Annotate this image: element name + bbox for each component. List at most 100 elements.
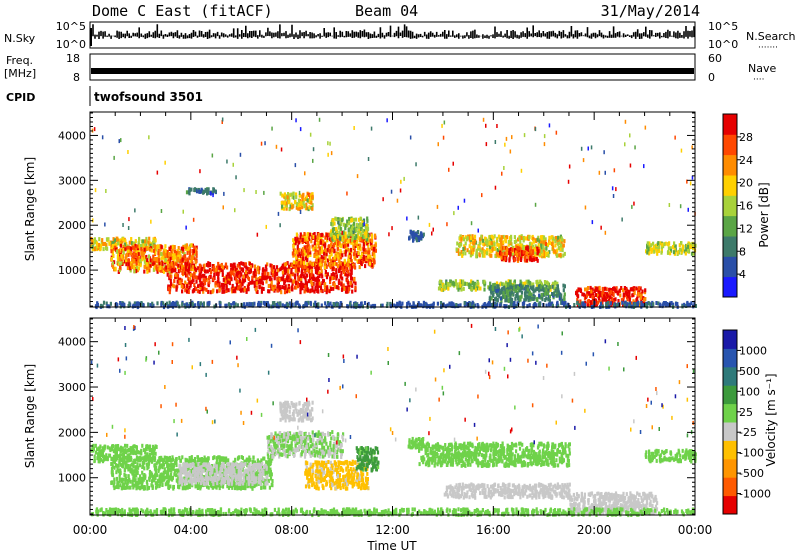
velocity-echo [96, 447, 99, 452]
power-echo [471, 236, 474, 241]
power-echo [192, 217, 195, 222]
power-echo [228, 274, 231, 279]
power-echo [546, 251, 549, 256]
power-echo [589, 285, 592, 290]
power-echo [199, 271, 202, 276]
power-echo [333, 232, 336, 237]
power-echo [301, 205, 304, 210]
power-echo [183, 245, 186, 249]
velocity-echo [106, 445, 109, 450]
power-echo [343, 264, 346, 269]
power-echo [145, 236, 148, 241]
power-echo [256, 232, 259, 237]
power-echo [626, 302, 629, 307]
power-echo [555, 251, 558, 256]
power-echo [309, 253, 312, 257]
power-echo [333, 221, 336, 226]
power-echo [122, 244, 125, 249]
power-echo [626, 297, 629, 302]
power-echo [532, 289, 535, 294]
power-echo [471, 300, 474, 305]
power-echo [124, 247, 127, 252]
power-echo [261, 286, 264, 291]
power-echo [665, 302, 669, 306]
power-echo [540, 240, 543, 245]
power-echo [541, 254, 544, 259]
power-echo [484, 303, 487, 308]
power-echo [263, 271, 266, 276]
power-colorbar-swatch [723, 175, 737, 196]
power-echo [420, 236, 423, 241]
power-echo [236, 274, 239, 279]
velocity-echo [97, 455, 100, 460]
power-echo [105, 243, 108, 248]
power-echo [303, 283, 306, 288]
power-echo [285, 206, 288, 211]
power-echo [259, 276, 262, 280]
power-echo [151, 301, 154, 306]
power-echo [532, 236, 535, 241]
power-echo [352, 230, 355, 235]
power-echo [530, 292, 533, 297]
power-echo [120, 238, 123, 243]
power-echo [235, 271, 239, 276]
nsky-label: N.Sky [4, 32, 36, 45]
power-echo [148, 135, 150, 140]
power-echo [191, 302, 194, 307]
power-echo [612, 303, 616, 308]
power-echo [173, 284, 176, 289]
power-echo [343, 286, 346, 291]
power-echo [578, 303, 581, 308]
power-echo [186, 273, 189, 278]
power-echo [133, 246, 136, 251]
power-echo [610, 301, 614, 306]
power-echo [269, 263, 272, 268]
power-echo [459, 283, 462, 288]
power-echo [650, 243, 653, 248]
power-echo [536, 280, 539, 285]
power-echo [470, 279, 473, 284]
power-echo [548, 299, 551, 303]
power-echo [637, 292, 640, 297]
power-echo [532, 297, 535, 301]
power-echo [389, 304, 393, 309]
power-echo [145, 260, 148, 265]
power-echo [313, 241, 316, 246]
power-echo [601, 297, 604, 302]
power-echo [398, 300, 401, 305]
power-echo [541, 252, 544, 257]
power-echo [323, 265, 327, 270]
power-echo [483, 282, 486, 287]
power-echo [522, 246, 525, 251]
power-echo [116, 254, 119, 259]
power-echo [628, 297, 631, 302]
power-echo [283, 290, 287, 295]
power-echo [171, 283, 174, 288]
power-echo [339, 255, 342, 260]
power-echo [483, 279, 486, 284]
power-echo [530, 296, 533, 301]
power-echo [355, 227, 358, 232]
power-echo [490, 284, 493, 289]
power-echo [314, 235, 317, 240]
power-echo [631, 293, 634, 298]
velocity-echo [122, 451, 125, 456]
power-echo [297, 198, 301, 203]
power-echo [524, 254, 527, 259]
power-echo [581, 292, 584, 297]
power-echo [310, 262, 313, 267]
power-echo [119, 265, 122, 270]
velocity-echo [101, 446, 104, 451]
velocity-echo [146, 444, 149, 449]
power-echo [145, 246, 148, 250]
power-echo [317, 250, 320, 255]
power-echo [305, 282, 308, 287]
power-echo [223, 289, 226, 294]
power-echo [190, 187, 193, 192]
power-echo [191, 265, 194, 270]
power-echo [112, 244, 115, 248]
power-echo [104, 222, 106, 227]
power-echo [492, 235, 495, 240]
power-echo [347, 231, 350, 236]
power-echo [325, 286, 328, 291]
